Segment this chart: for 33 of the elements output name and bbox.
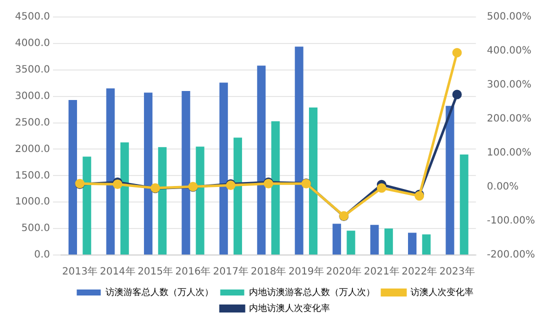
x-tick-label: 2013年: [62, 266, 98, 278]
y2-tick-label: 200.00%: [486, 114, 532, 125]
y2-tick-label: -200.00%: [486, 250, 536, 261]
y2-tick-label: 100.00%: [486, 148, 532, 159]
legend-label: 内地访澳人次变化率: [248, 302, 330, 314]
y-tick-label: 1000.0: [14, 196, 50, 208]
y-tick-label: 2500.0: [14, 117, 50, 128]
y-tick-label: 4000.0: [14, 38, 50, 50]
legend-label: 访澳游客总人数（万人次）: [105, 286, 214, 298]
y-tick-label: 3500.0: [14, 64, 50, 76]
x-tick-label: 2019年: [288, 266, 324, 278]
y2-tick-label: 300.00%: [486, 80, 532, 91]
y2-tick-label: 400.00%: [486, 46, 532, 57]
x-tick-label: 2017年: [213, 266, 248, 278]
x-tick-label: 2015年: [138, 266, 174, 278]
legend-label: 内地访澳游客总人数（万人次）: [248, 286, 375, 298]
legend-label: 访澳人次变化率: [410, 286, 474, 298]
x-tick-label: 2021年: [364, 266, 400, 278]
y-tick-label: 1500.0: [14, 170, 50, 182]
y-tick-label: 3000.0: [14, 90, 50, 102]
y2-tick-label: -100.00%: [486, 216, 536, 227]
y-tick-label: 0.0: [34, 250, 50, 261]
x-tick-label: 2023年: [439, 266, 475, 278]
y-tick-label: 500.0: [21, 223, 50, 234]
x-tick-label: 2018年: [250, 266, 286, 278]
x-tick-label: 2022年: [402, 266, 438, 278]
x-tick-label: 2014年: [100, 266, 136, 278]
x-tick-label: 2020年: [326, 266, 362, 278]
x-tick-label: 2016年: [175, 266, 211, 278]
y-tick-label: 2000.0: [14, 144, 50, 155]
y-tick-label: 4500.0: [14, 12, 50, 23]
y2-tick-label: 0.00%: [486, 182, 519, 193]
y2-tick-label: 500.00%: [486, 12, 532, 23]
